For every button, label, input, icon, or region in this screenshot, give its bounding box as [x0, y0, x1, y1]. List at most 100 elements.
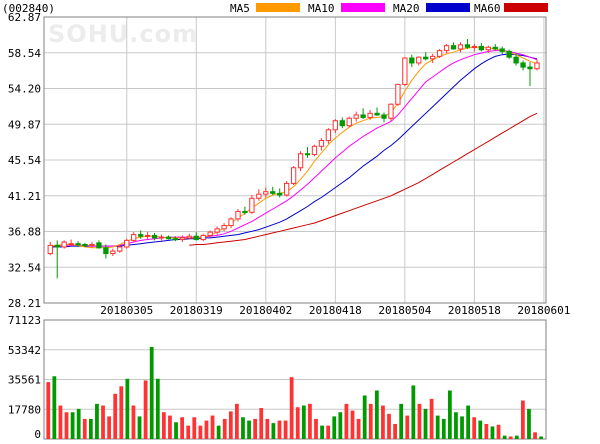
volume-bar — [308, 403, 312, 439]
volume-bar — [107, 416, 111, 439]
price-frame — [43, 16, 547, 304]
candle-body-up — [200, 234, 206, 241]
candle — [228, 217, 234, 228]
legend-ma5-swatch — [256, 3, 300, 12]
candle — [485, 45, 491, 54]
volume-bar — [508, 436, 513, 439]
candle — [277, 188, 283, 198]
volume-frame — [43, 319, 547, 440]
candle-body-up — [235, 210, 241, 220]
candle-body-down — [96, 242, 102, 249]
candle — [409, 54, 415, 68]
watermark: SOHU.com — [48, 20, 198, 48]
candle-body-up — [249, 197, 255, 213]
candle-body-down — [381, 114, 387, 119]
candle — [214, 226, 220, 235]
candle-body-down — [165, 236, 172, 240]
candle-body-down — [242, 210, 248, 213]
candle-body-up — [325, 129, 332, 142]
candle-body-up — [144, 234, 151, 237]
volume-bar — [82, 418, 87, 439]
candle-body-up — [311, 145, 318, 156]
volume-bar — [472, 417, 477, 439]
volume-bar — [490, 426, 495, 439]
candle-body-up — [443, 45, 450, 52]
volume-bar — [119, 386, 124, 439]
price-tick-label: 45.54 — [8, 154, 41, 167]
candle-body-up — [402, 57, 408, 85]
volume-bar — [441, 418, 446, 439]
candle-body-up — [485, 46, 491, 51]
candle — [290, 166, 297, 186]
candle — [346, 116, 352, 128]
candle-body-down — [464, 44, 471, 48]
candle-body-up — [179, 237, 186, 241]
volume-tick-label: 35561 — [8, 374, 41, 387]
candle — [374, 107, 380, 116]
volume-bar — [131, 405, 136, 439]
ma-legend: MA5 MA10 MA20 MA60 — [230, 2, 548, 15]
candle-body-up — [471, 45, 478, 48]
candle-body-down — [103, 247, 109, 255]
volume-bar — [101, 405, 105, 439]
candle-body-down — [304, 153, 311, 156]
price-plot — [47, 39, 540, 279]
volume-bar — [95, 403, 99, 439]
candle-body-up — [131, 234, 137, 241]
volume-bar — [320, 425, 324, 439]
volume-bar — [216, 425, 221, 439]
candle-body-down — [374, 112, 380, 116]
candle-body-up — [457, 44, 464, 50]
candle — [430, 53, 436, 63]
legend-ma10-swatch — [341, 3, 385, 12]
volume-bar — [514, 435, 519, 439]
candle-body-down — [499, 48, 505, 52]
volume-bar — [496, 424, 501, 439]
candle-body-down — [172, 238, 179, 241]
volume-bar — [374, 390, 379, 439]
candle — [263, 187, 269, 198]
candle — [137, 230, 144, 239]
candle — [443, 43, 450, 54]
candle — [325, 128, 332, 144]
candle-body-down — [277, 192, 283, 196]
volume-bar — [253, 418, 258, 439]
candle-body-up — [367, 112, 373, 118]
price-tick-label: 58.54 — [8, 47, 41, 60]
volume-bar — [247, 420, 251, 439]
volume-bar — [174, 422, 178, 439]
candle-body-up — [416, 56, 422, 64]
volume-bar — [149, 346, 154, 439]
candle — [464, 39, 471, 49]
candle — [256, 189, 262, 201]
volume-bar — [314, 418, 318, 439]
legend-ma20-swatch — [426, 3, 470, 12]
volume-bar — [88, 418, 93, 439]
candle-body-down — [54, 244, 60, 248]
volume-bar — [460, 416, 464, 439]
volume-tick-label: 71123 — [8, 314, 41, 327]
candle — [96, 240, 102, 249]
legend-ma20-label: MA20 — [393, 2, 420, 15]
volume-bar — [381, 405, 385, 439]
volume-bar — [161, 412, 166, 439]
volume-bar — [46, 382, 51, 439]
date-tick-label: 20180518 — [448, 304, 501, 317]
candle-body-up — [332, 120, 338, 131]
candle — [103, 244, 109, 259]
candle-body-down — [137, 234, 144, 237]
candle — [381, 112, 387, 123]
candle — [117, 245, 123, 253]
candle — [151, 232, 158, 241]
volume-bar — [137, 416, 142, 439]
date-tick-label: 20180418 — [309, 304, 362, 317]
candle-body-down — [527, 66, 533, 70]
candle-body-up — [430, 55, 436, 60]
volume-bar — [198, 425, 203, 439]
candle — [506, 49, 512, 59]
candle — [499, 46, 505, 54]
volume-bar — [527, 408, 531, 439]
volume-tick-label: 17780 — [8, 403, 41, 416]
candle — [534, 59, 540, 71]
candle-body-up — [68, 243, 74, 246]
